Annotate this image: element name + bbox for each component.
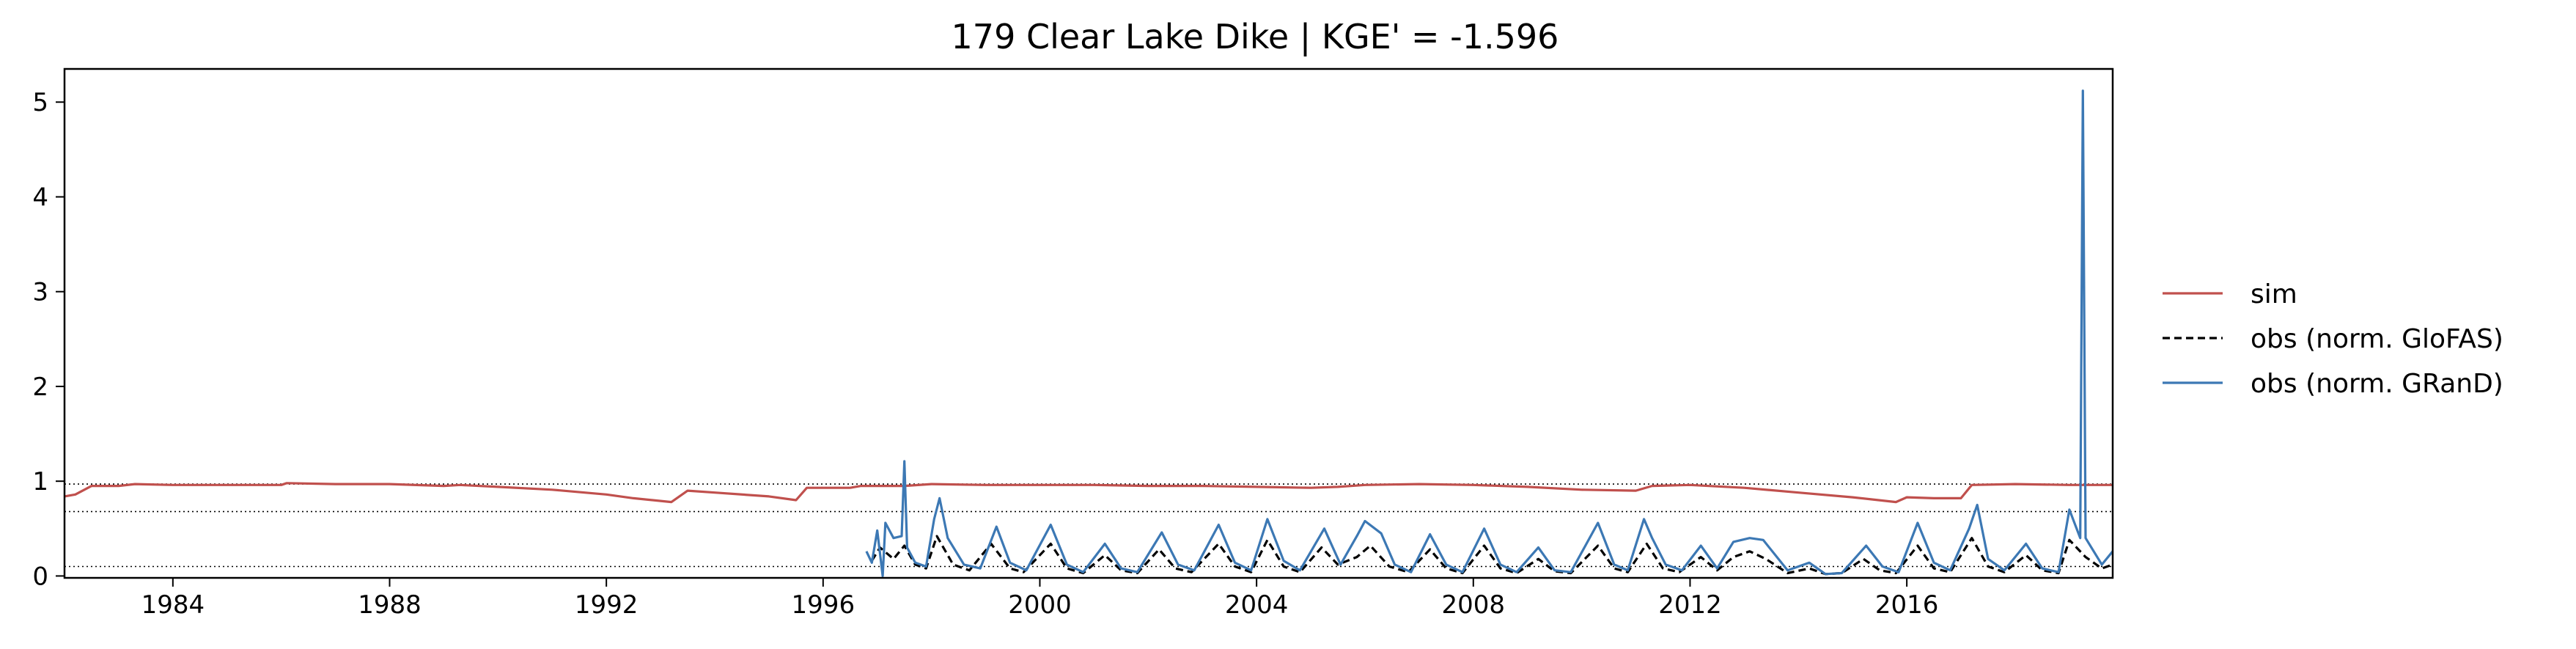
- x-tick-label: 2008: [1442, 590, 1506, 620]
- x-tick-label: 2012: [1658, 590, 1722, 620]
- series-line-2: [870, 535, 2113, 576]
- legend-label-2: obs (norm. GloFAS): [2251, 324, 2503, 354]
- legend-label-1: sim: [2251, 279, 2297, 309]
- x-tick-label: 1984: [141, 590, 205, 620]
- legend: sim obs (norm. GloFAS) obs (norm. GRanD): [2163, 279, 2503, 399]
- x-axis: 1984 1988 1992 1996 2000 2004 2008 2012 2016: [141, 578, 1939, 620]
- series-line-1: [64, 482, 2113, 504]
- y-tick-label: 5: [32, 88, 48, 117]
- x-tick-label: 1988: [358, 590, 422, 620]
- reference-lines: [65, 483, 2113, 568]
- x-tick-label: 2016: [1875, 590, 1939, 620]
- chart-title: 179 Clear Lake Dike | KGE' = -1.596: [952, 17, 1559, 57]
- legend-label-3: obs (norm. GRanD): [2251, 369, 2503, 399]
- x-tick-label: 2000: [1008, 590, 1072, 620]
- y-tick-label: 3: [32, 278, 48, 307]
- series-lines: [64, 89, 2114, 577]
- x-tick-label: 1992: [575, 590, 639, 620]
- y-tick-label: 2: [32, 373, 48, 402]
- y-axis: 0 1 2 3 4 5: [32, 88, 65, 591]
- x-tick-label: 1996: [792, 590, 855, 620]
- y-tick-label: 0: [32, 562, 48, 591]
- y-tick-label: 4: [32, 183, 48, 212]
- series-line-3: [865, 89, 2114, 577]
- y-tick-label: 1: [32, 467, 48, 496]
- plot-frame: [63, 67, 2114, 579]
- x-tick-label: 2004: [1225, 590, 1289, 620]
